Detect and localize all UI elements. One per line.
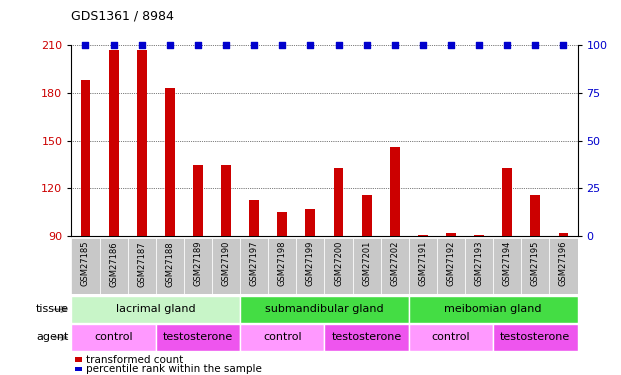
Point (558, 42, 568, 48)
Text: GSM27197: GSM27197 (250, 241, 259, 286)
Bar (71, 296, 240, 322)
Bar (184, 238, 212, 294)
Bar (109, 50, 119, 236)
Bar (221, 165, 231, 236)
Bar (306, 209, 315, 236)
Text: GSM27187: GSM27187 (137, 241, 146, 286)
Bar (502, 168, 512, 236)
Text: GSM27185: GSM27185 (81, 241, 90, 286)
Bar (165, 88, 175, 236)
Bar (381, 238, 409, 294)
Bar (521, 238, 550, 294)
Text: percentile rank within the sample: percentile rank within the sample (86, 364, 261, 374)
Point (81, 42, 91, 48)
Text: transformed count: transformed count (86, 354, 183, 364)
Bar (71, 238, 99, 294)
Text: lacrimal gland: lacrimal gland (116, 304, 196, 314)
Point (109, 42, 119, 48)
Bar (137, 50, 147, 236)
Bar (361, 195, 371, 236)
Text: GSM27193: GSM27193 (474, 241, 484, 286)
Bar (193, 165, 203, 236)
Text: GSM27199: GSM27199 (306, 241, 315, 286)
Bar (278, 212, 288, 236)
Point (249, 42, 259, 48)
Text: GSM27201: GSM27201 (362, 241, 371, 286)
Bar (156, 238, 184, 294)
Bar (558, 233, 568, 236)
Bar (446, 233, 456, 236)
Text: tissue: tissue (35, 304, 68, 314)
Bar (296, 238, 325, 294)
Bar (325, 324, 409, 351)
Bar (530, 195, 540, 236)
Bar (333, 168, 343, 236)
Bar (493, 238, 521, 294)
Bar (418, 235, 428, 236)
Point (306, 42, 315, 48)
Text: control: control (432, 333, 470, 342)
Text: testosterone: testosterone (332, 333, 402, 342)
Text: GSM27186: GSM27186 (109, 241, 118, 286)
Point (446, 42, 456, 48)
Text: GSM27198: GSM27198 (278, 241, 287, 286)
Point (418, 42, 428, 48)
Bar (240, 324, 325, 351)
Point (278, 42, 288, 48)
Bar (240, 296, 409, 322)
Text: meibomian gland: meibomian gland (445, 304, 542, 314)
Text: GDS1361 / 8984: GDS1361 / 8984 (71, 9, 175, 22)
Bar (71, 324, 156, 351)
Point (137, 42, 147, 48)
Text: control: control (263, 333, 302, 342)
Bar (212, 238, 240, 294)
Bar (128, 238, 156, 294)
Bar (390, 147, 400, 236)
Text: testosterone: testosterone (163, 333, 233, 342)
Text: GSM27202: GSM27202 (390, 241, 399, 286)
Point (165, 42, 175, 48)
Point (221, 42, 231, 48)
Text: GSM27194: GSM27194 (503, 241, 512, 286)
Point (530, 42, 540, 48)
Text: GSM27189: GSM27189 (194, 241, 202, 286)
Text: GSM27188: GSM27188 (165, 241, 175, 286)
Text: GSM27195: GSM27195 (531, 241, 540, 286)
Bar (409, 324, 493, 351)
Point (361, 42, 371, 48)
Bar (493, 324, 578, 351)
Text: submandibular gland: submandibular gland (265, 304, 384, 314)
Point (502, 42, 512, 48)
Bar (409, 296, 578, 322)
Text: GSM27191: GSM27191 (419, 241, 427, 286)
Bar (240, 238, 268, 294)
Text: testosterone: testosterone (501, 333, 571, 342)
Text: GSM27196: GSM27196 (559, 241, 568, 286)
Bar (353, 238, 381, 294)
Bar (409, 238, 437, 294)
Bar (249, 200, 259, 236)
Point (474, 42, 484, 48)
Bar (325, 238, 353, 294)
Text: agent: agent (36, 333, 68, 342)
Text: GSM27200: GSM27200 (334, 241, 343, 286)
Bar (268, 238, 296, 294)
Text: control: control (94, 333, 133, 342)
Bar (156, 324, 240, 351)
Bar (465, 238, 493, 294)
Bar (99, 238, 128, 294)
Bar (437, 238, 465, 294)
Text: GSM27190: GSM27190 (222, 241, 230, 286)
Point (193, 42, 203, 48)
Point (390, 42, 400, 48)
Bar (81, 80, 91, 236)
Bar (550, 238, 578, 294)
Text: GSM27192: GSM27192 (446, 241, 455, 286)
Bar (474, 235, 484, 236)
Point (333, 42, 343, 48)
